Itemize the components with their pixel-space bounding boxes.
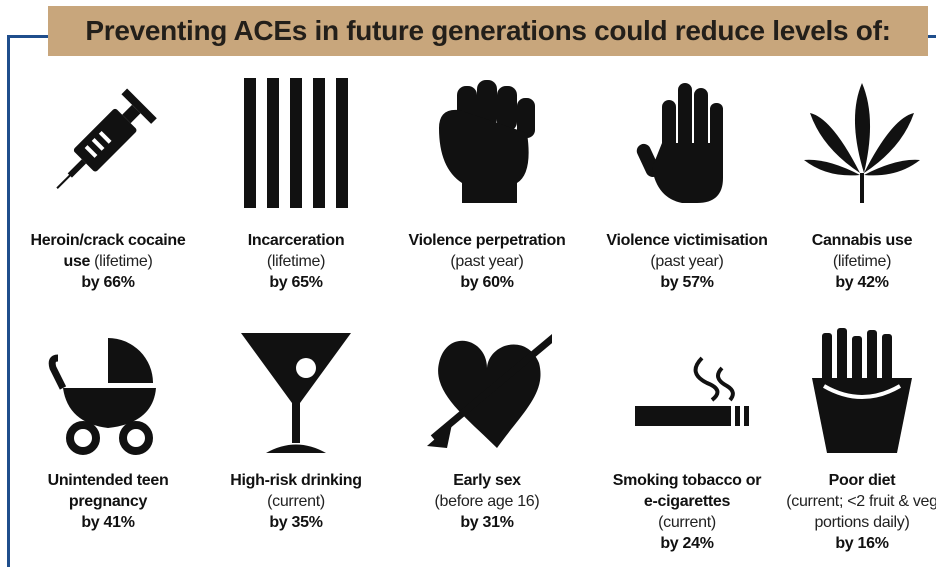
label-text: pregnancy [68,493,148,510]
label-line: Smoking tobacco or [592,470,782,491]
reduction: by 42% [835,274,889,291]
label-line: (lifetime) [201,251,391,272]
label-text: Cannabis use [811,232,913,249]
icon [804,83,920,203]
item-label: Smoking tobacco or e-cigarettes (current) b… [592,470,782,554]
reduction: by 35% [269,514,323,531]
icon [48,338,156,455]
reduction: by 24% [660,535,714,552]
label-text: Heroin/crack cocaine [30,232,186,249]
title: Preventing ACEs in future generations co… [85,15,891,46]
label-text: portions daily) [814,514,910,531]
label-text: (lifetime) [832,253,892,270]
item-label: Early sex (before age 16) by 31% [392,470,582,533]
reduction: by 57% [660,274,714,291]
item-label: High-risk drinking (current) by 35% [201,470,391,533]
label-text: (lifetime) [266,253,326,270]
icon [427,333,552,448]
label-line: (past year) [392,251,582,272]
label-text: High-risk drinking [230,472,362,489]
item-label: Violence perpetration (past year) by 60% [392,230,582,293]
label-line: High-risk drinking [201,470,391,491]
label-line: e-cigarettes [592,491,782,512]
label-line: (current) [201,491,391,512]
label-line: (current; <2 fruit & veg [767,491,936,512]
icon [812,328,912,453]
label-text: (lifetime) [94,253,153,270]
item-label: Cannabis use (lifetime) by 42% [767,230,936,293]
label-text: Smoking tobacco or [612,472,762,489]
frame-line [7,35,10,567]
label-text: Incarceration [247,232,345,249]
label-line: Violence victimisation [592,230,782,251]
icon [241,333,351,453]
icon [56,88,157,189]
label-line: Incarceration [201,230,391,251]
icon [244,78,348,208]
reduction: by 41% [81,514,135,531]
label-text: Violence victimisation [606,232,768,249]
reduction: by 66% [81,274,135,291]
reduction: by 60% [460,274,514,291]
item-label: Violence victimisation (past year) by 57% [592,230,782,293]
reduction: by 16% [835,535,889,552]
label-text: (past year) [650,253,724,270]
item-label: Poor diet (current; <2 fruit & veg portion… [767,470,936,554]
label-text: Unintended teen [47,472,169,489]
icon [439,80,535,203]
label-text: (current) [267,493,325,510]
label-text: (current) [658,514,716,531]
label-line: pregnancy [13,491,203,512]
label-line: Violence perpetration [392,230,582,251]
label-text: e-cigarettes [643,493,731,510]
label-text: use [63,253,91,270]
label-line: portions daily) [767,512,936,533]
label-line: Early sex [392,470,582,491]
label-line: Unintended teen [13,470,203,491]
icon [636,83,723,203]
label-text: Early sex [453,472,521,489]
label-text: (current; <2 fruit & veg [786,493,936,510]
label-line: Cannabis use [767,230,936,251]
label-line: use (lifetime) [13,251,203,272]
label-line: Heroin/crack cocaine [13,230,203,251]
label-text: Violence perpetration [408,232,566,249]
icon [635,356,749,426]
reduction: by 65% [269,274,323,291]
label-text: (past year) [450,253,524,270]
item-label: Unintended teen pregnancy by 41% [13,470,203,533]
label-line: (before age 16) [392,491,582,512]
item-label: Heroin/crack cocaine use (lifetime) by 66% [13,230,203,293]
label-line: (past year) [592,251,782,272]
label-text: Poor diet [828,472,896,489]
label-line: (current) [592,512,782,533]
label-line: Poor diet [767,470,936,491]
reduction: by 31% [460,514,514,531]
label-text: (before age 16) [434,493,540,510]
item-label: Incarceration (lifetime) by 65% [201,230,391,293]
label-line: (lifetime) [767,251,936,272]
title-banner: Preventing ACEs in future generations co… [48,6,928,56]
